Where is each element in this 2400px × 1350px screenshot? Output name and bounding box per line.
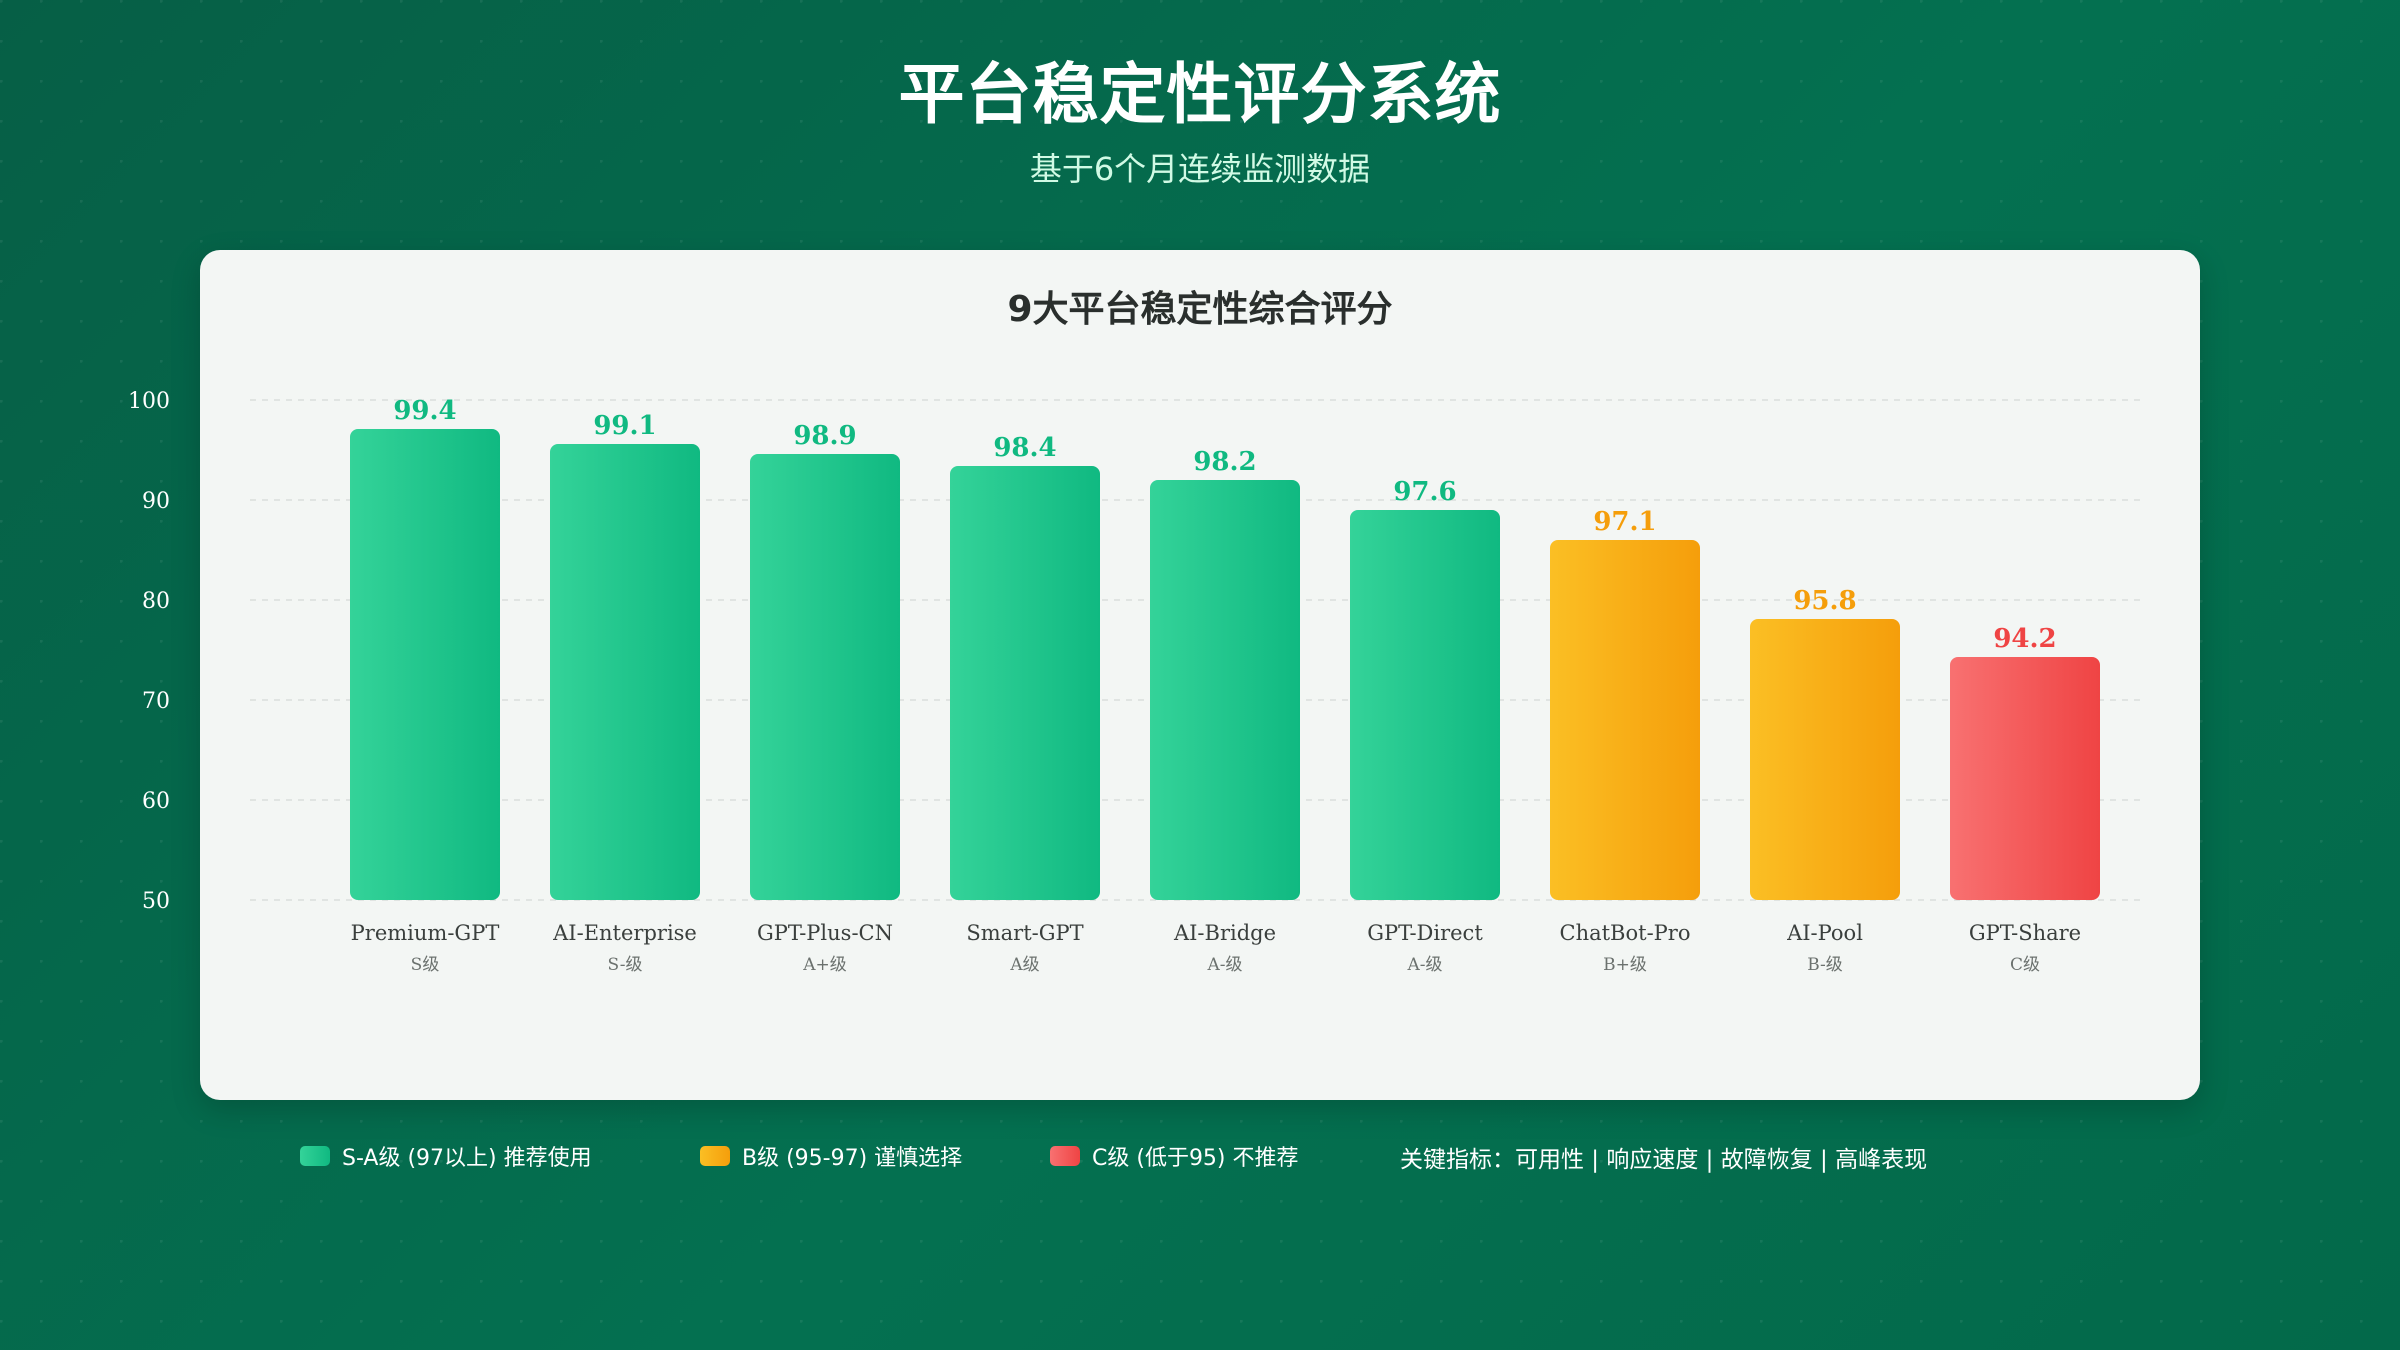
bar bbox=[750, 454, 900, 900]
y-tick-label: 90 bbox=[142, 489, 170, 514]
y-tick-label: 50 bbox=[142, 889, 170, 914]
bar bbox=[1550, 540, 1700, 900]
data-label: 98.2 bbox=[1193, 447, 1256, 477]
bar bbox=[550, 444, 700, 900]
data-label: 98.9 bbox=[793, 421, 856, 451]
x-tick-label: Premium-GPT bbox=[351, 921, 500, 945]
x-tick-label: GPT-Direct bbox=[1367, 921, 1483, 945]
bar bbox=[950, 466, 1100, 900]
x-tick-label: GPT-Plus-CN bbox=[757, 921, 893, 945]
y-tick-label: 70 bbox=[142, 689, 170, 714]
bar bbox=[1350, 510, 1500, 900]
legend-swatch-red bbox=[1050, 1146, 1080, 1166]
x-tick-label: AI-Bridge bbox=[1173, 921, 1276, 945]
bar bbox=[1750, 619, 1900, 900]
data-label: 99.1 bbox=[593, 411, 656, 441]
grade-label: B-级 bbox=[1807, 955, 1843, 975]
y-tick-label: 60 bbox=[142, 789, 170, 814]
grade-label: A-级 bbox=[1206, 955, 1242, 975]
data-label: 98.4 bbox=[993, 433, 1056, 463]
grade-label: S级 bbox=[411, 955, 440, 975]
grade-label: A-级 bbox=[1406, 955, 1442, 975]
grade-label: B+级 bbox=[1603, 955, 1647, 975]
data-label: 99.4 bbox=[393, 396, 456, 426]
x-tick-label: AI-Pool bbox=[1786, 921, 1863, 945]
legend-label-red: C级 (低于95) 不推荐 bbox=[1092, 1146, 1299, 1171]
key-metrics: 关键指标：可用性 | 响应速度 | 故障恢复 | 高峰表现 bbox=[1400, 1147, 1928, 1173]
legend-label-green: S-A级 (97以上) 推荐使用 bbox=[342, 1146, 592, 1171]
x-tick-label: AI-Enterprise bbox=[552, 921, 697, 945]
x-tick-label: GPT-Share bbox=[1969, 921, 2081, 945]
data-label: 97.6 bbox=[1393, 477, 1456, 507]
page-subtitle: 基于6个月连续监测数据 bbox=[1029, 150, 1371, 188]
legend-item-green: S-A级 (97以上) 推荐使用 bbox=[300, 1140, 592, 1172]
grade-label: A+级 bbox=[802, 955, 847, 975]
y-tick-label: 80 bbox=[142, 589, 170, 614]
grade-label: A级 bbox=[1009, 955, 1039, 975]
x-tick-label: Smart-GPT bbox=[966, 921, 1083, 945]
legend-swatch-green bbox=[300, 1146, 330, 1166]
y-tick-label: 100 bbox=[128, 389, 170, 414]
bar bbox=[1950, 657, 2100, 900]
bar bbox=[350, 429, 500, 900]
legend-item-red: C级 (低于95) 不推荐 bbox=[1050, 1140, 1299, 1172]
grade-label: S-级 bbox=[607, 955, 642, 975]
legend-item-orange: B级 (95-97) 谨慎选择 bbox=[700, 1140, 962, 1172]
data-label: 94.2 bbox=[1993, 624, 2056, 654]
chart-title: 9大平台稳定性综合评分 bbox=[1007, 289, 1393, 330]
page-header: 平台稳定性评分系统 基于6个月连续监测数据 bbox=[0, 50, 2400, 190]
legend-label-orange: B级 (95-97) 谨慎选择 bbox=[742, 1146, 963, 1171]
grade-label: C级 bbox=[2010, 955, 2040, 975]
data-label: 95.8 bbox=[1793, 586, 1856, 616]
legend-swatch-orange bbox=[700, 1146, 730, 1166]
page-title: 平台稳定性评分系统 bbox=[898, 56, 1502, 133]
x-tick-label: ChatBot-Pro bbox=[1560, 921, 1691, 945]
bar bbox=[1150, 480, 1300, 900]
data-label: 97.1 bbox=[1593, 507, 1656, 537]
